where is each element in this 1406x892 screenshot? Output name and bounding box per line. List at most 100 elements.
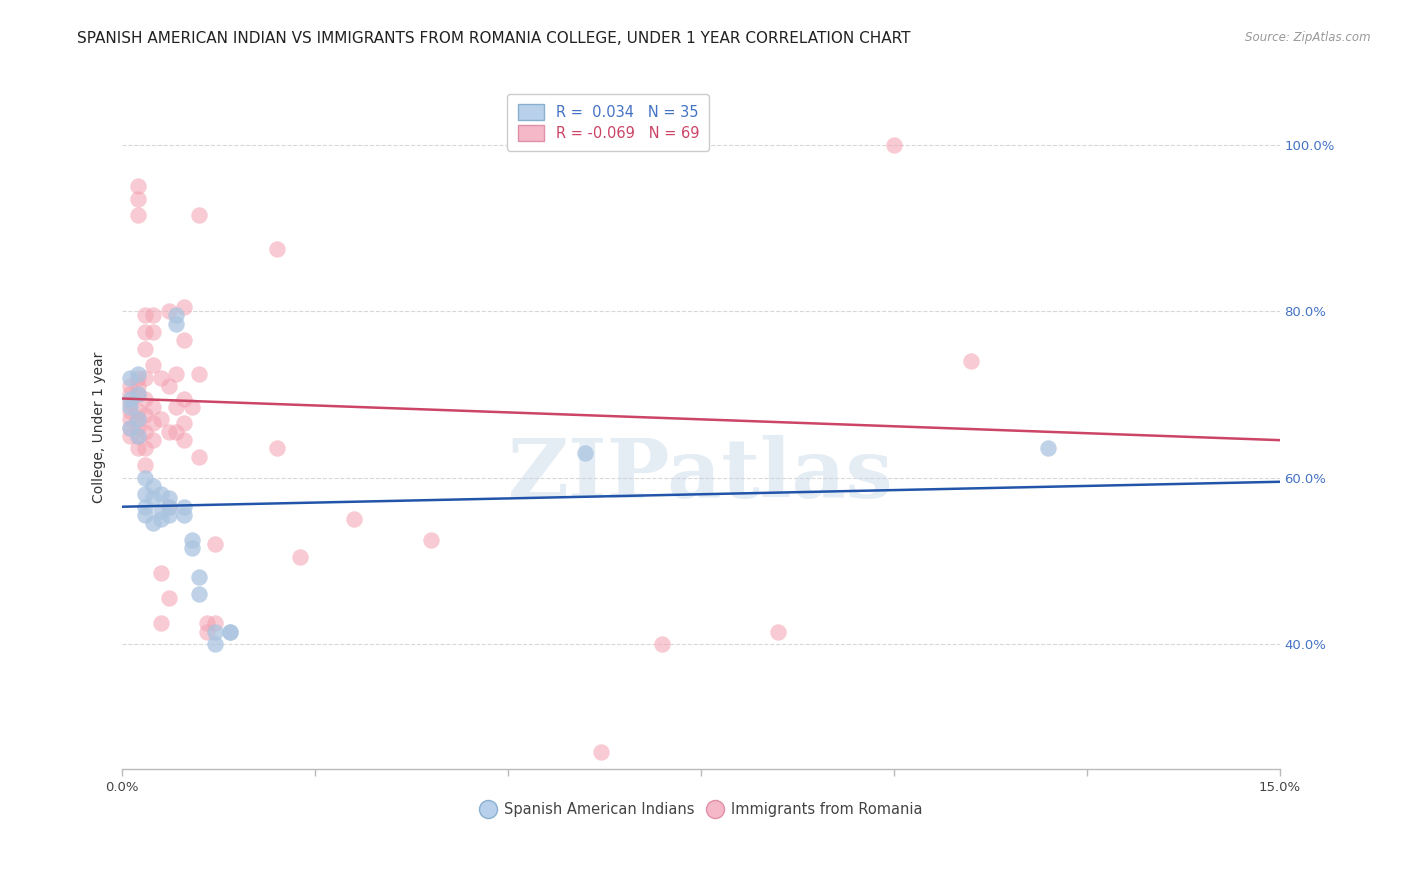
Point [118, 387, 141, 401]
Point [1036, 442, 1059, 456]
Point [204, 616, 226, 631]
Point [188, 367, 211, 381]
Point [204, 537, 226, 551]
Point [173, 417, 195, 431]
Point [266, 242, 288, 256]
Point [195, 624, 218, 639]
Point [134, 442, 156, 456]
Point [343, 512, 366, 526]
Point [149, 512, 172, 526]
Point [134, 408, 156, 422]
Point [142, 417, 165, 431]
Point [173, 300, 195, 314]
Point [165, 308, 187, 322]
Text: Source: ZipAtlas.com: Source: ZipAtlas.com [1246, 31, 1371, 45]
Point [157, 379, 180, 393]
Point [134, 392, 156, 406]
Point [127, 370, 149, 384]
Point [157, 500, 180, 514]
Point [127, 429, 149, 443]
Legend: Spanish American Indians, Immigrants from Romania: Spanish American Indians, Immigrants fro… [474, 797, 928, 823]
Point [118, 400, 141, 414]
Point [127, 412, 149, 426]
Point [149, 487, 172, 501]
Point [118, 395, 141, 409]
Point [127, 429, 149, 443]
Point [157, 304, 180, 318]
Point [127, 387, 149, 401]
Point [118, 379, 141, 393]
Point [118, 420, 141, 434]
Point [142, 491, 165, 506]
Point [651, 637, 673, 651]
Point [574, 445, 596, 459]
Point [118, 404, 141, 418]
Point [149, 616, 172, 631]
Point [142, 325, 165, 339]
Point [127, 179, 149, 194]
Point [127, 192, 149, 206]
Point [589, 745, 612, 759]
Point [157, 500, 180, 514]
Point [118, 429, 141, 443]
Y-axis label: College, Under 1 year: College, Under 1 year [93, 352, 107, 503]
Point [188, 570, 211, 584]
Point [188, 208, 211, 222]
Point [142, 358, 165, 372]
Point [180, 541, 202, 556]
Point [127, 412, 149, 426]
Point [883, 137, 905, 152]
Point [127, 404, 149, 418]
Point [134, 500, 156, 514]
Point [134, 308, 156, 322]
Point [142, 400, 165, 414]
Point [127, 420, 149, 434]
Point [134, 470, 156, 484]
Point [127, 379, 149, 393]
Point [173, 508, 195, 522]
Point [960, 354, 983, 368]
Point [165, 425, 187, 439]
Point [173, 500, 195, 514]
Point [134, 508, 156, 522]
Point [766, 624, 789, 639]
Point [149, 370, 172, 384]
Point [419, 533, 441, 547]
Point [204, 624, 226, 639]
Point [149, 412, 172, 426]
Point [127, 208, 149, 222]
Point [134, 370, 156, 384]
Point [149, 504, 172, 518]
Point [173, 392, 195, 406]
Point [173, 433, 195, 447]
Point [142, 516, 165, 531]
Point [142, 479, 165, 493]
Point [142, 308, 165, 322]
Point [142, 433, 165, 447]
Point [180, 533, 202, 547]
Text: SPANISH AMERICAN INDIAN VS IMMIGRANTS FROM ROMANIA COLLEGE, UNDER 1 YEAR CORRELA: SPANISH AMERICAN INDIAN VS IMMIGRANTS FR… [77, 31, 911, 46]
Point [188, 587, 211, 601]
Text: ZIPatlas: ZIPatlas [508, 435, 894, 516]
Point [127, 367, 149, 381]
Point [188, 450, 211, 464]
Point [165, 400, 187, 414]
Point [173, 333, 195, 347]
Point [134, 458, 156, 472]
Point [165, 317, 187, 331]
Point [118, 392, 141, 406]
Point [165, 367, 187, 381]
Point [195, 616, 218, 631]
Point [266, 442, 288, 456]
Point [180, 400, 202, 414]
Point [157, 591, 180, 606]
Point [134, 425, 156, 439]
Point [118, 370, 141, 384]
Point [127, 442, 149, 456]
Point [134, 325, 156, 339]
Point [118, 420, 141, 434]
Point [134, 487, 156, 501]
Point [288, 549, 311, 564]
Point [118, 412, 141, 426]
Point [219, 624, 242, 639]
